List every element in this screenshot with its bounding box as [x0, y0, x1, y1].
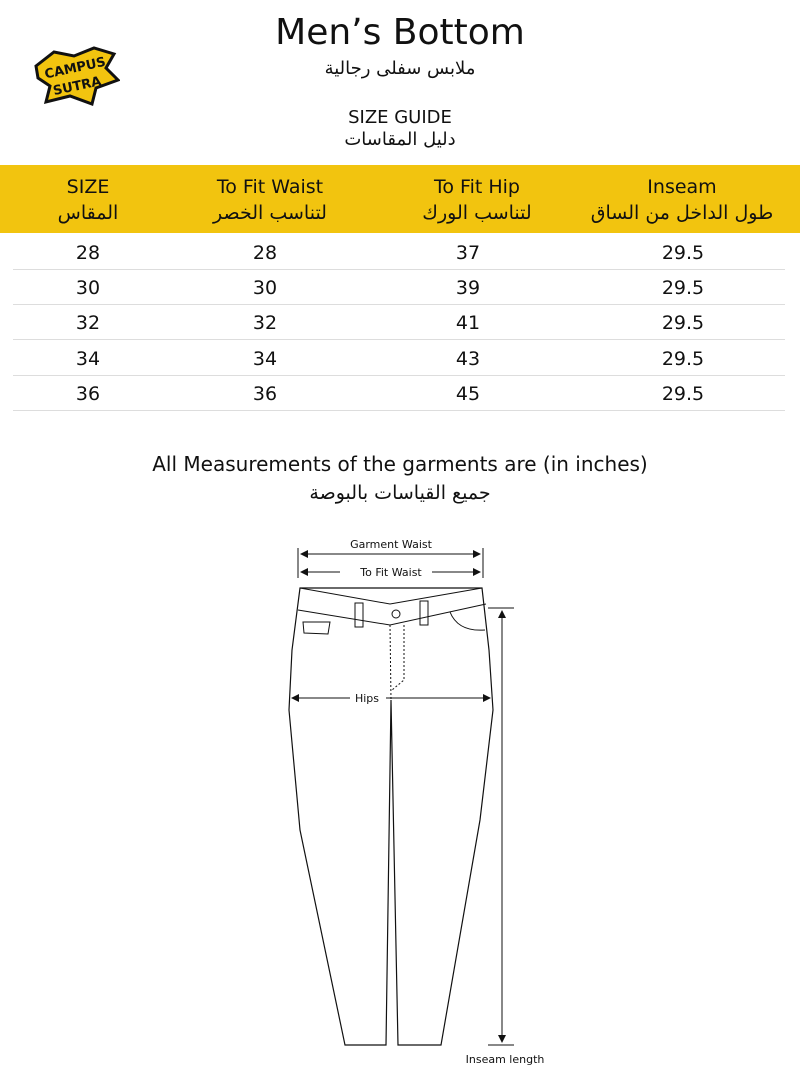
header-en: SIZE [66, 176, 110, 198]
header-en: To Fit Waist [216, 176, 324, 198]
table-cell: 41 [455, 312, 481, 335]
campus-sutra-logo: CAMPUS SUTRA [34, 46, 120, 106]
hips-label: Hips [355, 692, 379, 705]
table-cell: 30 [75, 277, 101, 300]
table-cell: 29.5 [661, 347, 705, 370]
inseam-length-label: Inseam length [466, 1053, 545, 1066]
table-cell: 32 [75, 312, 101, 335]
header-ar: طول الداخل من الساق [590, 202, 774, 224]
header-ar: المقاس [57, 202, 119, 224]
table-cell: 39 [455, 277, 481, 300]
table-cell: 34 [252, 347, 278, 370]
header-en: Inseam [647, 176, 717, 198]
table-cell: 28 [75, 242, 101, 264]
header-ar: لتناسب الخصر [213, 202, 327, 224]
garment-waist-label: Garment Waist [350, 538, 433, 551]
size-guide-heading-arabic: دليل المقاسات [344, 129, 456, 150]
table-row: 36 36 45 29.5 [13, 375, 785, 411]
table-row: 32 32 41 29.5 [13, 304, 785, 341]
measurement-note-arabic: جميع القياسات بالبوصة [309, 482, 491, 504]
table-cell: 32 [252, 312, 278, 335]
page-title: Men’s Bottom [275, 12, 525, 53]
table-cell: 30 [252, 277, 278, 300]
column-header-size: SIZE المقاس [58, 174, 119, 226]
column-header-hip: To Fit Hip لتناسب الورك [422, 174, 531, 226]
jeans-outline [288, 587, 494, 1046]
column-header-waist: To Fit Waist لتناسب الخصر [213, 174, 327, 226]
header-en: To Fit Hip [434, 176, 520, 198]
table-cell: 29.5 [661, 277, 705, 300]
measurement-note: All Measurements of the garments are (in… [152, 452, 648, 476]
table-cell: 37 [455, 242, 481, 264]
table-cell: 45 [455, 382, 481, 405]
table-cell: 34 [75, 347, 101, 370]
table-cell: 29.5 [661, 382, 705, 405]
table-cell: 29.5 [661, 312, 705, 335]
table-row: 30 30 39 29.5 [13, 269, 785, 306]
column-header-inseam: Inseam طول الداخل من الساق [591, 174, 774, 226]
table-cell: 43 [455, 347, 481, 370]
table-cell: 29.5 [661, 242, 705, 264]
table-cell: 36 [75, 382, 101, 405]
header-ar: لتناسب الورك [422, 202, 532, 224]
table-row: 34 34 43 29.5 [13, 340, 785, 376]
table-cell: 28 [252, 242, 278, 264]
table-cell: 36 [252, 382, 278, 405]
size-guide-heading: SIZE GUIDE [348, 107, 452, 128]
table-row: 28 28 37 29.5 [13, 234, 785, 270]
table-header [0, 165, 800, 233]
to-fit-waist-label: To Fit Waist [359, 566, 422, 579]
page-title-arabic: ملابس سفلى رجالية [324, 58, 476, 79]
